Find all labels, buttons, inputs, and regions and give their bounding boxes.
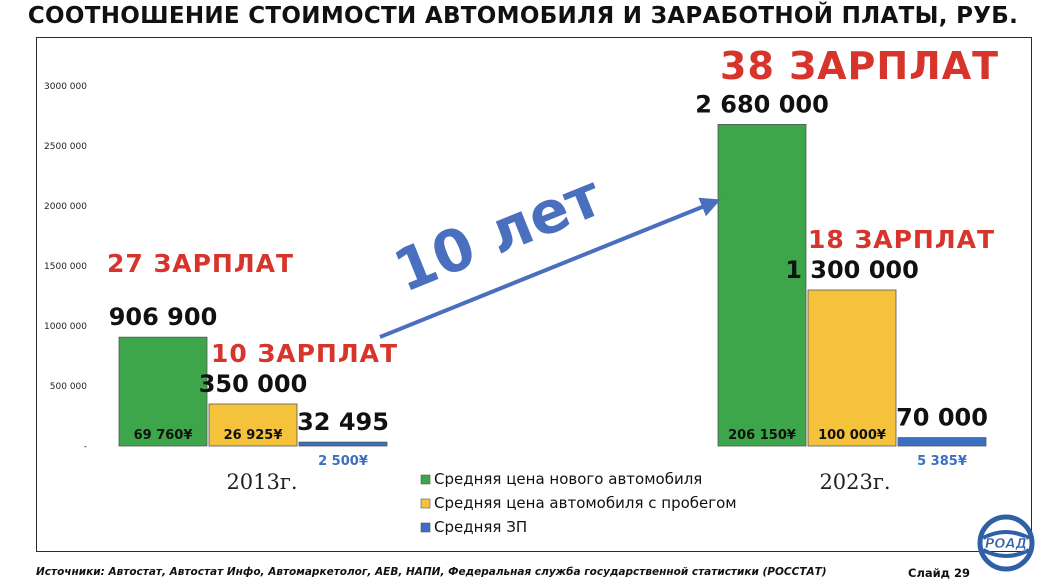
sources-footnote: Источники: Автостат, Автостат Инфо, Авто… — [36, 566, 827, 578]
bar-yuan-label: 100 000¥ — [818, 428, 886, 443]
salaries-annotation: 27 ЗАРПЛАТ — [107, 249, 294, 278]
legend-swatch — [420, 498, 431, 509]
bar-value-label: 350 000 — [199, 370, 308, 398]
y-tick-label: 2500 000 — [44, 142, 87, 152]
legend-label: Средняя ЗП — [434, 518, 527, 536]
bar — [208, 403, 298, 447]
x-category-label: 2023г. — [819, 470, 890, 494]
y-tick-label: 1000 000 — [44, 322, 87, 332]
slide-number: Слайд 29 — [908, 566, 970, 580]
bar-value-label: 70 000 — [896, 404, 988, 432]
bar-yuan-label: 69 760¥ — [134, 428, 193, 443]
bar-yuan-label: 2 500¥ — [318, 454, 368, 469]
bar — [717, 124, 807, 447]
bar-yuan-label: 5 385¥ — [917, 454, 967, 469]
bar — [298, 441, 388, 447]
bar-value-label: 906 900 — [109, 303, 218, 331]
bar-value-label: 32 495 — [297, 408, 389, 436]
y-tick-label: 500 000 — [50, 382, 87, 392]
bar-value-label: 2 680 000 — [695, 90, 829, 118]
legend-swatch — [420, 474, 431, 485]
arrow-label: 10 лет — [384, 161, 610, 305]
bar-yuan-label: 206 150¥ — [728, 428, 796, 443]
bar-value-label: 1 300 000 — [785, 256, 919, 284]
logo-text: РОАД — [985, 537, 1027, 552]
legend-swatch — [420, 522, 431, 533]
salaries-annotation: 18 ЗАРПЛАТ — [808, 225, 995, 254]
bar — [897, 437, 987, 447]
x-category-label: 2013г. — [226, 470, 297, 494]
salaries-annotation: 10 ЗАРПЛАТ — [211, 339, 398, 368]
legend-label: Средняя цена автомобиля с пробегом — [434, 494, 737, 512]
salaries-annotation: 38 ЗАРПЛАТ — [720, 44, 999, 88]
bar — [807, 289, 897, 447]
trend-arrow — [379, 197, 721, 339]
bar — [118, 336, 208, 447]
y-tick-label: - — [84, 442, 87, 452]
slide-title: СООТНОШЕНИЕ СТОИМОСТИ АВТОМОБИЛЯ И ЗАРАБ… — [27, 3, 1019, 29]
y-tick-label: 2000 000 — [44, 202, 87, 212]
legend-label: Средняя цена нового автомобиля — [434, 470, 702, 488]
y-tick-label: 3000 000 — [44, 82, 87, 92]
y-tick-label: 1500 000 — [44, 262, 87, 272]
chart-frame — [36, 37, 1032, 552]
bar-yuan-label: 26 925¥ — [224, 428, 283, 443]
road-logo-icon: РОАД — [977, 514, 1035, 572]
